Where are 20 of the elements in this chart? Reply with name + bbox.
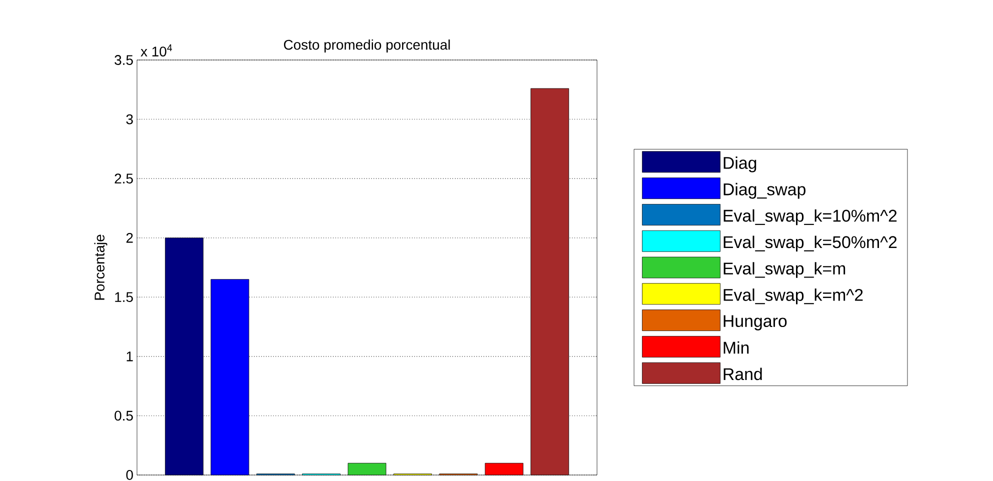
- y-tick-label: 3.5: [114, 55, 133, 65]
- y-tick-label: 3: [126, 114, 133, 124]
- legend-label: Eval_swap_k=10%m^2: [724, 209, 897, 226]
- y-tick-label: 0.5: [114, 410, 133, 421]
- legend-label: Diag_swap: [724, 182, 806, 199]
- y-tick-label: 2.5: [114, 174, 133, 184]
- text: x 10$^{4}$: [140, 44, 172, 56]
- legend-label: Hungaro: [724, 315, 787, 330]
- y-tick-label: 2: [126, 232, 133, 243]
- legend-label: Diag: [724, 156, 756, 172]
- y-tick-label: 1: [126, 352, 133, 362]
- legend-label: Eval_swap_k=50%m^2: [724, 236, 897, 252]
- y-tick-label: 0: [126, 470, 133, 480]
- y-axis-title: Porcentaje: [94, 234, 108, 300]
- y-tick-label: 1.5: [115, 292, 133, 302]
- legend-label: Eval_swap_k=m: [724, 262, 846, 278]
- chart-title: Costo promedio porcentual: [284, 39, 450, 52]
- legend-label: Rand: [724, 368, 762, 380]
- legend-label: Min: [724, 341, 749, 354]
- legend-label: Eval_swap_k=m^2: [724, 288, 863, 304]
